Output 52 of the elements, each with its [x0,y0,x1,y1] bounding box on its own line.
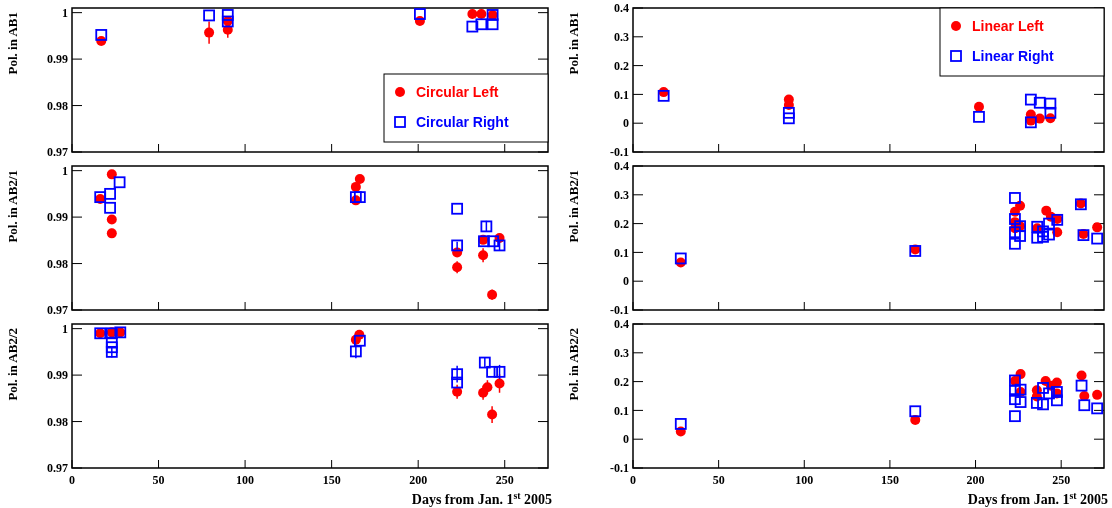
y-tick-label: 0.1 [614,87,629,102]
y-axis-title: Pol. in AB2/2 [566,328,581,401]
y-tick-label: 1 [62,163,68,178]
y-tick-label: 0.97 [47,461,68,476]
x-tick-label: 50 [712,473,725,487]
y-tick-label: 0 [623,116,629,131]
y-axis-title: Pol. in AB2/2 [5,328,20,401]
y-tick-label: 0.99 [47,52,68,67]
y-tick-label: 0.3 [614,30,629,44]
y-tick-label: 0.2 [614,374,629,389]
y-tick-label: -0.1 [610,145,629,160]
x-axis-title: Days from Jan. 1$^{st}$ 2005 [967,489,1108,507]
y-tick-label: 0.98 [47,98,68,113]
y-tick-label: 0.99 [47,210,68,225]
y-tick-label: 0.3 [614,188,629,202]
x-tick-label: 100 [795,473,814,487]
y-tick-label: 0.97 [47,303,68,318]
y-tick-label: 1 [62,5,68,20]
y-tick-label: 0.97 [47,145,68,160]
y-tick-label: 0.2 [614,216,629,231]
y-tick-label: 0.4 [614,1,629,16]
x-tick-label: 150 [880,473,899,487]
y-tick-label: 0.98 [47,256,68,271]
y-axis-title: Pol. in AB2/1 [5,170,20,243]
y-tick-label: -0.1 [610,461,629,476]
legend-label: Circular Right [416,113,509,130]
y-axis-title: Pol. in AB1 [5,12,20,75]
legend-label: Linear Left [972,17,1044,34]
x-tick-label: 250 [1052,473,1071,487]
y-tick-label: 0.2 [614,58,629,73]
x-tick-label: 50 [152,473,165,487]
y-tick-label: 0.1 [614,403,629,418]
x-tick-label: 100 [236,473,255,487]
y-tick-label: 0.3 [614,346,629,360]
x-axis-title: Days from Jan. 1$^{st}$ 2005 [411,489,552,507]
y-tick-label: 0 [623,432,629,447]
y-tick-label: -0.1 [610,303,629,318]
x-tick-label: 150 [322,473,341,487]
y-tick-label: 0.4 [614,159,629,174]
x-tick-label: 250 [495,473,514,487]
y-tick-label: 0 [623,274,629,289]
y-tick-label: 1 [62,321,68,336]
y-tick-label: 0.99 [47,368,68,383]
x-tick-label: 200 [409,473,428,487]
y-axis-title: Pol. in AB2/1 [566,170,581,243]
y-tick-label: 0.1 [614,245,629,260]
y-axis-title: Pol. in AB1 [566,12,581,75]
y-tick-label: 0.4 [614,317,629,332]
x-tick-label: 200 [966,473,985,487]
legend-label: Circular Left [416,83,499,100]
y-tick-label: 0.98 [47,414,68,429]
legend-label: Linear Right [972,47,1055,64]
